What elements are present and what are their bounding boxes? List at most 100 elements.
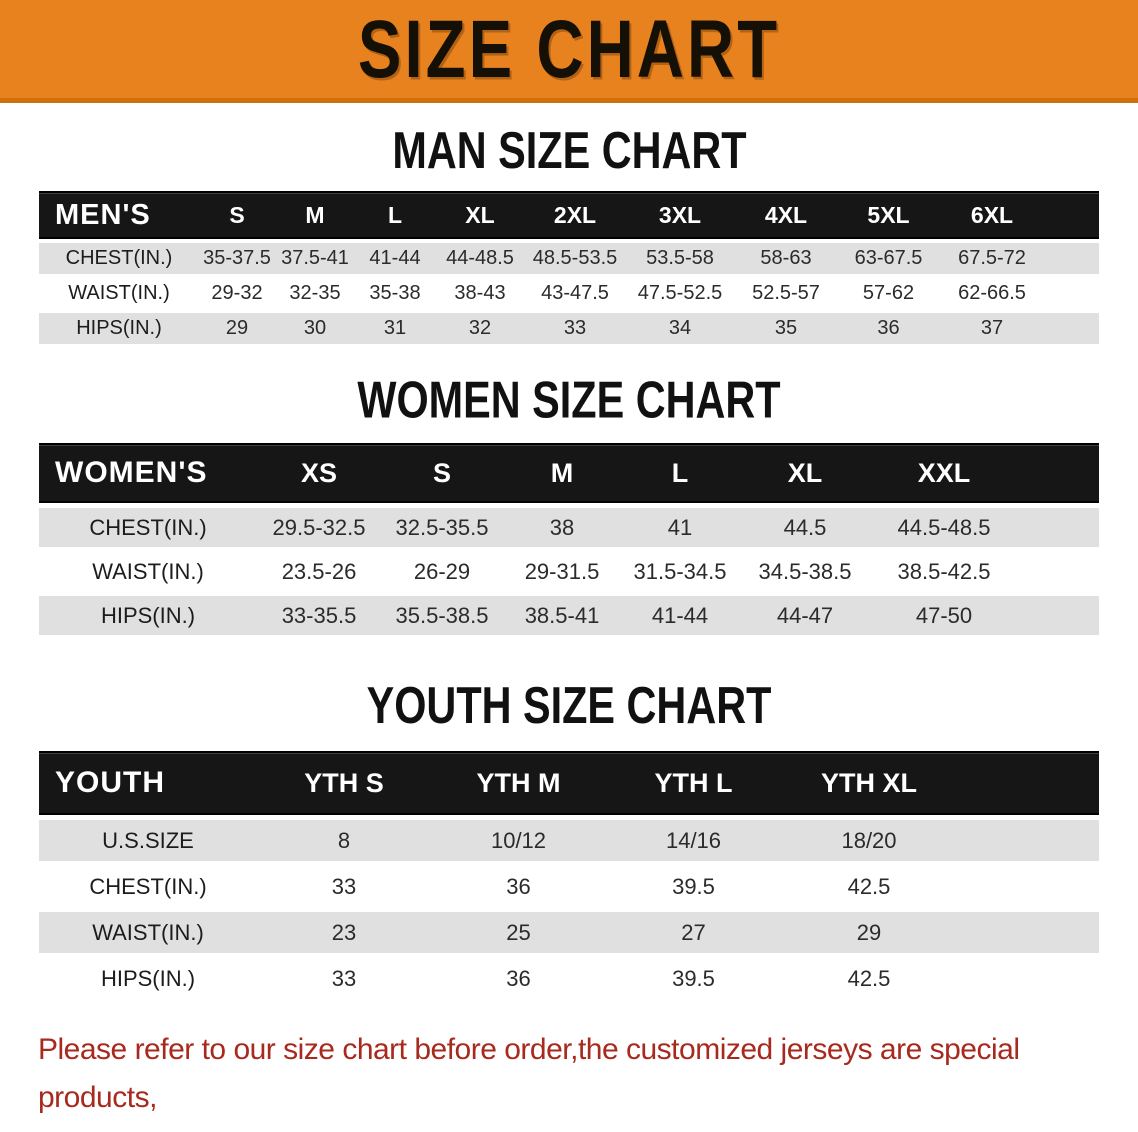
table-row: HIPS(IN.) 29 30 31 32 33 34 35 36 37	[39, 313, 1099, 344]
size-cell: 44-47	[776, 602, 834, 628]
column-header: S	[199, 191, 275, 239]
row-spacer	[1017, 552, 1099, 591]
row-spacer	[1044, 243, 1099, 274]
size-cell: 44-48.5	[446, 247, 514, 269]
row-spacer	[1044, 313, 1099, 344]
header-row: YOUTH YTH S YTH M YTH L YTH XL	[39, 751, 1099, 815]
size-cell: 32.5-35.5	[395, 514, 489, 540]
size-cell: 42.5	[847, 965, 891, 991]
column-header: 2XL	[525, 191, 625, 239]
size-cell: 23	[331, 919, 357, 945]
size-cell: 43-47.5	[541, 282, 609, 304]
size-cell: 32-35	[289, 282, 341, 304]
table-corner-label: MEN'S	[39, 191, 199, 239]
size-cell: 37.5-41	[281, 247, 349, 269]
size-cell: 10/12	[490, 827, 547, 853]
column-header: 3XL	[625, 191, 735, 239]
size-cell: 67.5-72	[958, 247, 1026, 269]
size-cell: 48.5-53.5	[532, 247, 618, 269]
size-cell: 35-38	[369, 282, 421, 304]
mens-size-table: MEN'S S M L XL 2XL 3XL 4XL 5XL 6XL CHEST(IN.) 35-37…	[39, 187, 1099, 348]
column-header: YTH L	[606, 751, 781, 815]
size-cell: 38.5-41	[524, 602, 600, 628]
size-cell: 42.5	[847, 873, 891, 899]
size-cell: 63-67.5	[854, 247, 923, 269]
size-cell: 41	[667, 514, 693, 540]
women-section-heading: WOMEN SIZE CHART	[0, 348, 1138, 438]
size-cell: 30	[303, 317, 327, 339]
column-header: YTH S	[257, 751, 431, 815]
size-cell: 25	[506, 919, 531, 945]
size-cell: 36	[506, 873, 531, 899]
size-cell: 27	[681, 919, 706, 945]
youth-section-heading: YOUTH SIZE CHART	[0, 640, 1138, 746]
size-cell: 41-44	[651, 602, 709, 628]
size-cell: 33	[331, 965, 357, 991]
column-header: M	[275, 191, 355, 239]
size-cell: 29-31.5	[524, 558, 600, 584]
size-cell: 35-37.5	[203, 247, 271, 269]
row-label: HIPS(IN.)	[100, 965, 196, 991]
youth-size-table: YOUTH YTH S YTH M YTH L YTH XL U.S.SIZE 8 10/12…	[39, 746, 1099, 1004]
size-cell: 39.5	[672, 873, 715, 899]
header-spacer	[1017, 443, 1099, 503]
column-header: L	[621, 443, 739, 503]
size-cell: 18/20	[841, 827, 897, 853]
size-cell: 38	[549, 514, 575, 540]
size-cell: 47.5-52.5	[637, 282, 723, 304]
row-spacer	[957, 866, 1099, 907]
row-spacer	[957, 912, 1099, 953]
size-cell: 33-35.5	[281, 602, 357, 628]
column-header: XL	[435, 191, 525, 239]
row-label: CHEST(IN.)	[89, 873, 207, 899]
size-cell: 41-44	[369, 247, 421, 269]
size-cell: 34	[668, 317, 692, 339]
size-cell: 33	[563, 317, 587, 339]
header-row: MEN'S S M L XL 2XL 3XL 4XL 5XL 6XL	[39, 191, 1099, 239]
size-cell: 8	[337, 827, 351, 853]
row-label: CHEST(IN.)	[89, 514, 207, 540]
table-row: WAIST(IN.) 23 25 27 29	[39, 912, 1099, 953]
row-spacer	[1044, 278, 1099, 309]
header-row: WOMEN'S XS S M L XL XXL	[39, 443, 1099, 503]
row-label: HIPS(IN.)	[76, 317, 162, 339]
table-corner-label: WOMEN'S	[39, 443, 257, 503]
size-cell: 34.5-38.5	[758, 558, 852, 584]
column-header: YTH M	[431, 751, 606, 815]
column-header: 4XL	[735, 191, 837, 239]
table-row: CHEST(IN.) 33 36 39.5 42.5	[39, 866, 1099, 907]
size-cell: 44.5	[783, 514, 827, 540]
row-label: U.S.SIZE	[102, 827, 194, 853]
size-cell: 57-62	[862, 282, 915, 304]
table-row: HIPS(IN.) 33-35.5 35.5-38.5 38.5-41 41-44 44-…	[39, 596, 1099, 635]
size-cell: 29.5-32.5	[272, 514, 366, 540]
row-spacer	[1017, 508, 1099, 547]
column-header: YTH XL	[781, 751, 957, 815]
youth-section-heading-text: YOUTH SIZE CHART	[366, 676, 772, 735]
size-cell: 29-32	[211, 282, 263, 304]
table-row: CHEST(IN.) 29.5-32.5 32.5-35.5 38 41 44.5 44.5…	[39, 508, 1099, 547]
disclaimer: Please refer to our size chart before or…	[38, 1026, 1108, 1132]
table-corner-label: YOUTH	[39, 751, 257, 815]
column-header: XL	[739, 443, 871, 503]
table-row: HIPS(IN.) 33 36 39.5 42.5	[39, 958, 1099, 999]
disclaimer-line-1: Please refer to our size chart before or…	[38, 1033, 1020, 1114]
column-header: L	[355, 191, 435, 239]
size-cell: 39.5	[672, 965, 715, 991]
row-label: CHEST(IN.)	[65, 247, 173, 269]
size-cell: 36	[506, 965, 531, 991]
size-cell: 47-50	[915, 602, 973, 628]
size-cell: 26-29	[413, 558, 471, 584]
womens-size-table: WOMEN'S XS S M L XL XXL CHEST(IN.) 29.5-32.5 32.5…	[39, 438, 1099, 640]
size-cell: 14/16	[665, 827, 722, 853]
header-spacer	[1044, 191, 1099, 239]
banner: SIZE CHART	[0, 0, 1138, 103]
column-header: XXL	[871, 443, 1017, 503]
row-spacer	[1017, 596, 1099, 635]
column-header: 6XL	[940, 191, 1044, 239]
size-cell: 58-63	[760, 247, 812, 269]
size-cell: 31.5-34.5	[633, 558, 727, 584]
size-cell: 38.5-42.5	[897, 558, 991, 584]
man-section-heading: MAN SIZE CHART	[0, 103, 1138, 187]
